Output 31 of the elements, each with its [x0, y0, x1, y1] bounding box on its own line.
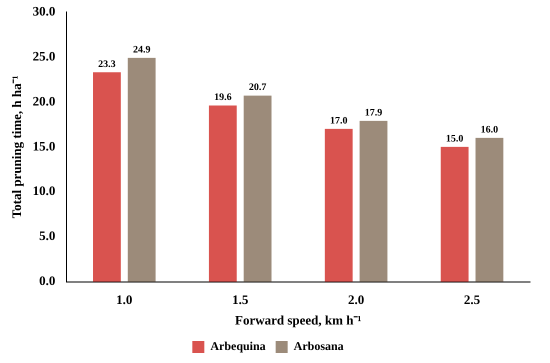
y-tick-label: 5.0 [39, 228, 56, 244]
data-label: 17.0 [330, 115, 348, 126]
bar [360, 120, 388, 282]
data-label: 15.0 [446, 133, 464, 144]
data-label: 16.0 [480, 124, 498, 136]
x-tick-label: 2.5 [464, 292, 481, 307]
bar [324, 128, 353, 282]
data-label: 23.3 [98, 58, 116, 70]
bar [128, 58, 156, 282]
y-tick-label: 20.0 [32, 93, 56, 108]
bar [208, 106, 237, 282]
y-tick-label: 25.0 [32, 48, 56, 64]
x-axis-title: Forward speed, km h⁻¹ [234, 312, 362, 328]
y-tick-label: 15.0 [32, 138, 56, 154]
y-tick-label: 10.0 [32, 183, 56, 198]
data-label: 20.7 [248, 82, 266, 94]
x-tick-label: 1.5 [232, 292, 249, 307]
legend-label: Arbequina [210, 339, 266, 354]
legend-label: Arbosana [294, 339, 344, 354]
bar [440, 146, 469, 282]
bar [476, 138, 504, 282]
data-label: 19.6 [214, 92, 232, 104]
data-label: 24.9 [132, 44, 150, 56]
data-label: 17.9 [364, 107, 382, 118]
y-axis-title: Total pruning time, h ha⁻¹ [9, 75, 24, 218]
x-tick-label: 2.0 [348, 292, 364, 307]
bar [93, 72, 121, 282]
y-tick-label: 0.0 [39, 273, 56, 288]
x-tick-label: 1.0 [116, 292, 132, 307]
bar [244, 96, 272, 282]
y-tick-label: 30.0 [32, 3, 56, 18]
